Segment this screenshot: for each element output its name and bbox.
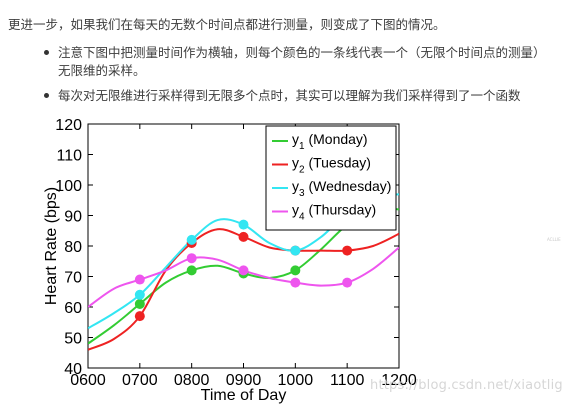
x-tick-label: 1000 xyxy=(278,372,314,389)
data-point-series-4 xyxy=(186,253,197,264)
legend-subscript: 1 xyxy=(299,141,305,152)
legend-day: (Thursday) xyxy=(305,202,377,218)
data-point-series-1 xyxy=(134,298,145,309)
bullet-dot-icon xyxy=(44,93,49,98)
y-tick-label: 100 xyxy=(55,178,82,195)
legend-box xyxy=(265,125,397,231)
y-tick-label: 120 xyxy=(55,117,82,134)
legend-label-3: y3 (Wednesday) xyxy=(292,178,391,199)
list-item: 注意下图中把测量时间作为横轴，则每个颜色的一条线代表一个（无限个时间点的测量）无… xyxy=(0,44,560,80)
legend-subscript: 4 xyxy=(299,212,305,223)
y-tick-label: 90 xyxy=(64,209,82,226)
legend-label-4: y4 (Thursday) xyxy=(292,202,376,223)
heart-rate-chart: 40 50 60 70 80 90 100 110 120 0600 0700 0800 0900 100… xyxy=(0,112,577,405)
legend-symbol: y xyxy=(292,155,299,171)
legend-subscript: 3 xyxy=(299,188,305,199)
y-tick-label: 70 xyxy=(64,270,82,287)
y-axis-label: Heart Rate (bps) xyxy=(43,187,60,305)
legend-subscript: 2 xyxy=(299,165,305,176)
article-intro-paragraph: 更进一步，如果我们在每天的无数个时间点都进行测量，则变成了下图的情况。 xyxy=(8,17,446,32)
list-item: 每次对无限维进行采样得到无限多个点时，其实可以理解为我们采样得到了一个函数 xyxy=(0,87,560,105)
bullet-list: 注意下图中把测量时间作为横轴，则每个颜色的一条线代表一个（无限个时间点的测量）无… xyxy=(0,44,560,112)
data-point-series-3 xyxy=(134,289,145,300)
data-point-series-3 xyxy=(290,245,301,256)
x-tick-label: 0700 xyxy=(122,372,158,389)
legend-day: (Monday) xyxy=(305,131,368,147)
x-tick-label: 0800 xyxy=(174,372,210,389)
data-point-series-3 xyxy=(186,234,197,245)
data-point-series-2 xyxy=(238,231,249,242)
y-tick-label: 80 xyxy=(64,239,82,256)
data-point-series-3 xyxy=(238,219,249,230)
bullet-text: 注意下图中把测量时间作为横轴，则每个颜色的一条线代表一个（无限个时间点的测量）无… xyxy=(58,45,546,78)
y-tick-label: 40 xyxy=(64,361,82,378)
data-point-series-2 xyxy=(342,245,353,256)
side-note: ACLLIE xyxy=(547,237,561,242)
y-tick-label: 60 xyxy=(64,300,82,317)
bullet-dot-icon xyxy=(44,50,49,55)
x-tick-label: 0900 xyxy=(226,372,262,389)
x-tick-label: 1100 xyxy=(330,372,365,389)
data-point-series-1 xyxy=(186,265,197,276)
data-point-series-4 xyxy=(134,274,145,285)
bullet-text: 每次对无限维进行采样得到无限多个点时，其实可以理解为我们采样得到了一个函数 xyxy=(58,88,521,103)
legend-label-2: y2 (Tuesday) xyxy=(292,155,371,176)
data-point-series-4 xyxy=(238,265,249,276)
chart-svg: 40 50 60 70 80 90 100 110 120 0600 0700 0800 0900 100… xyxy=(43,117,417,404)
legend-symbol: y xyxy=(292,202,299,218)
data-point-series-4 xyxy=(290,277,301,288)
legend-day: (Wednesday) xyxy=(305,178,392,194)
x-tick-label: 1200 xyxy=(381,372,417,389)
legend-symbol: y xyxy=(292,131,299,147)
x-axis-label: Time of Day xyxy=(201,387,287,404)
data-point-series-1 xyxy=(290,265,301,276)
watermark-text: https://blog.csdn.net/xiaotlig xyxy=(370,378,563,393)
legend-day: (Tuesday) xyxy=(305,155,371,171)
x-tick-label: 0600 xyxy=(70,372,106,389)
legend-label-1: y1 (Monday) xyxy=(292,131,368,152)
legend-symbol: y xyxy=(292,178,299,194)
data-point-series-4 xyxy=(342,277,353,288)
y-tick-label: 110 xyxy=(56,148,82,165)
y-tick-label: 50 xyxy=(64,331,82,348)
data-point-series-2 xyxy=(134,311,145,322)
